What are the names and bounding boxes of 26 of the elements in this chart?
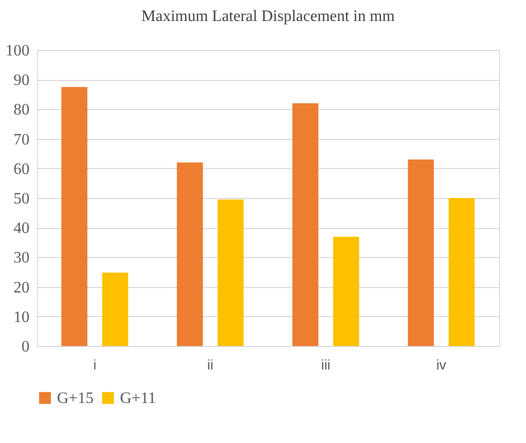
bar	[292, 103, 318, 346]
y-tick-label: 10	[14, 308, 30, 326]
x-tick-label: iv	[436, 356, 446, 372]
x-tick-label: i	[93, 356, 96, 372]
x-tick-label: ii	[207, 356, 214, 372]
chart-title: Maximum Lateral Displacement in mm	[141, 8, 396, 25]
y-tick-label: 0	[22, 338, 30, 356]
y-tick-label: 60	[14, 160, 30, 178]
y-tick-label: 70	[14, 131, 30, 148]
y-tick-label: 30	[14, 250, 30, 267]
y-tick-label: 40	[14, 220, 30, 238]
bar	[61, 87, 88, 346]
y-tick-label: 100	[6, 42, 30, 60]
y-tick-label: 80	[14, 102, 30, 119]
y-tick-label: 90	[14, 72, 30, 90]
bar	[408, 160, 434, 346]
y-tick-label: 20	[14, 279, 30, 296]
bar	[448, 198, 475, 346]
bar	[102, 272, 128, 346]
x-tick-label: iii	[321, 356, 330, 372]
bar	[218, 199, 244, 346]
legend-label: G+11	[120, 390, 156, 407]
bar	[176, 162, 203, 346]
legend-label: G+15	[57, 390, 94, 407]
bar	[333, 236, 360, 346]
y-tick-label: 50	[14, 190, 30, 208]
